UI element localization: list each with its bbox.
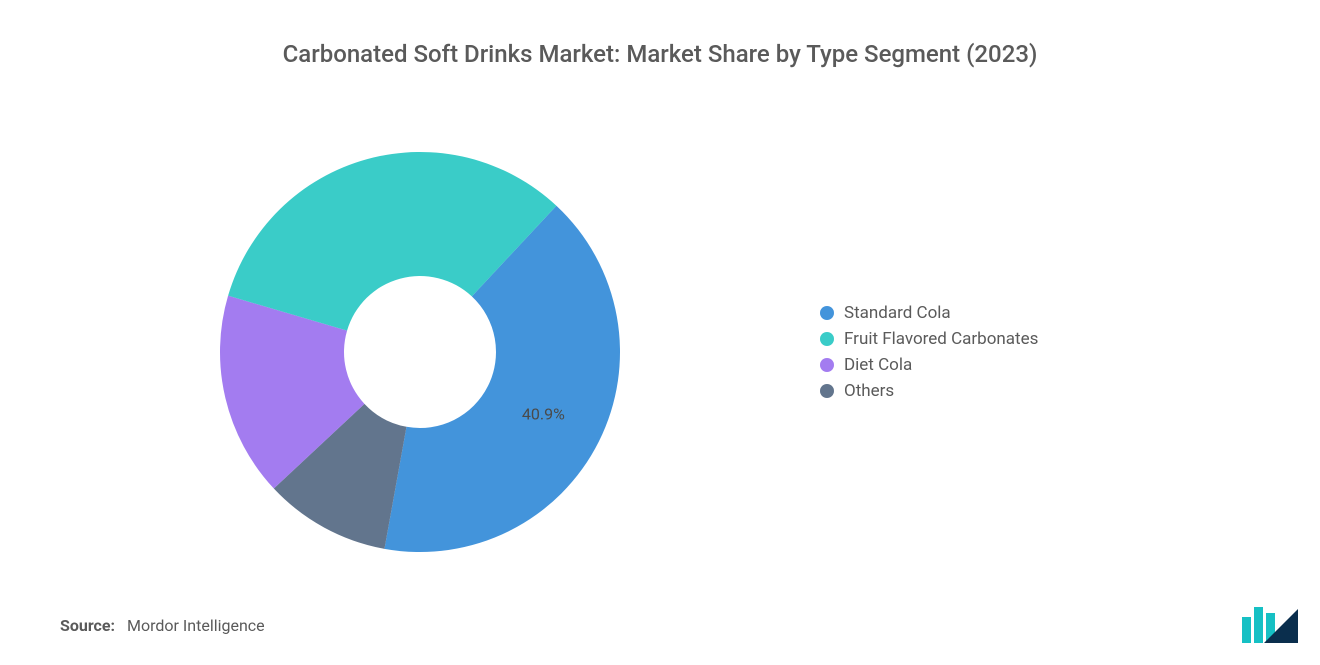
legend-swatch-icon xyxy=(820,332,834,346)
slice-value-label: 40.9% xyxy=(522,404,565,423)
legend-label: Standard Cola xyxy=(844,303,951,323)
legend-item: Fruit Flavored Carbonates xyxy=(820,329,1260,349)
donut-chart-svg xyxy=(210,142,630,562)
donut-chart-area: 40.9% xyxy=(60,142,780,562)
brand-logo-icon xyxy=(1240,603,1298,643)
chart-row: 40.9% Standard Cola Fruit Flavored Carbon… xyxy=(60,98,1260,606)
legend-swatch-icon xyxy=(820,306,834,320)
legend-swatch-icon xyxy=(820,358,834,372)
chart-title: Carbonated Soft Drinks Market: Market Sh… xyxy=(60,40,1260,68)
legend-label: Others xyxy=(844,381,894,401)
source-label: Source: xyxy=(60,616,115,635)
source-text: Mordor Intelligence xyxy=(127,616,265,635)
legend-item: Diet Cola xyxy=(820,355,1260,375)
chart-legend: Standard Cola Fruit Flavored Carbonates Di… xyxy=(780,297,1260,407)
legend-label: Fruit Flavored Carbonates xyxy=(844,329,1038,349)
source-attribution: Source: Mordor Intelligence xyxy=(60,606,1260,635)
legend-label: Diet Cola xyxy=(844,355,912,375)
legend-item: Standard Cola xyxy=(820,303,1260,323)
chart-container: Carbonated Soft Drinks Market: Market Sh… xyxy=(0,0,1320,665)
legend-swatch-icon xyxy=(820,384,834,398)
legend-item: Others xyxy=(820,381,1260,401)
